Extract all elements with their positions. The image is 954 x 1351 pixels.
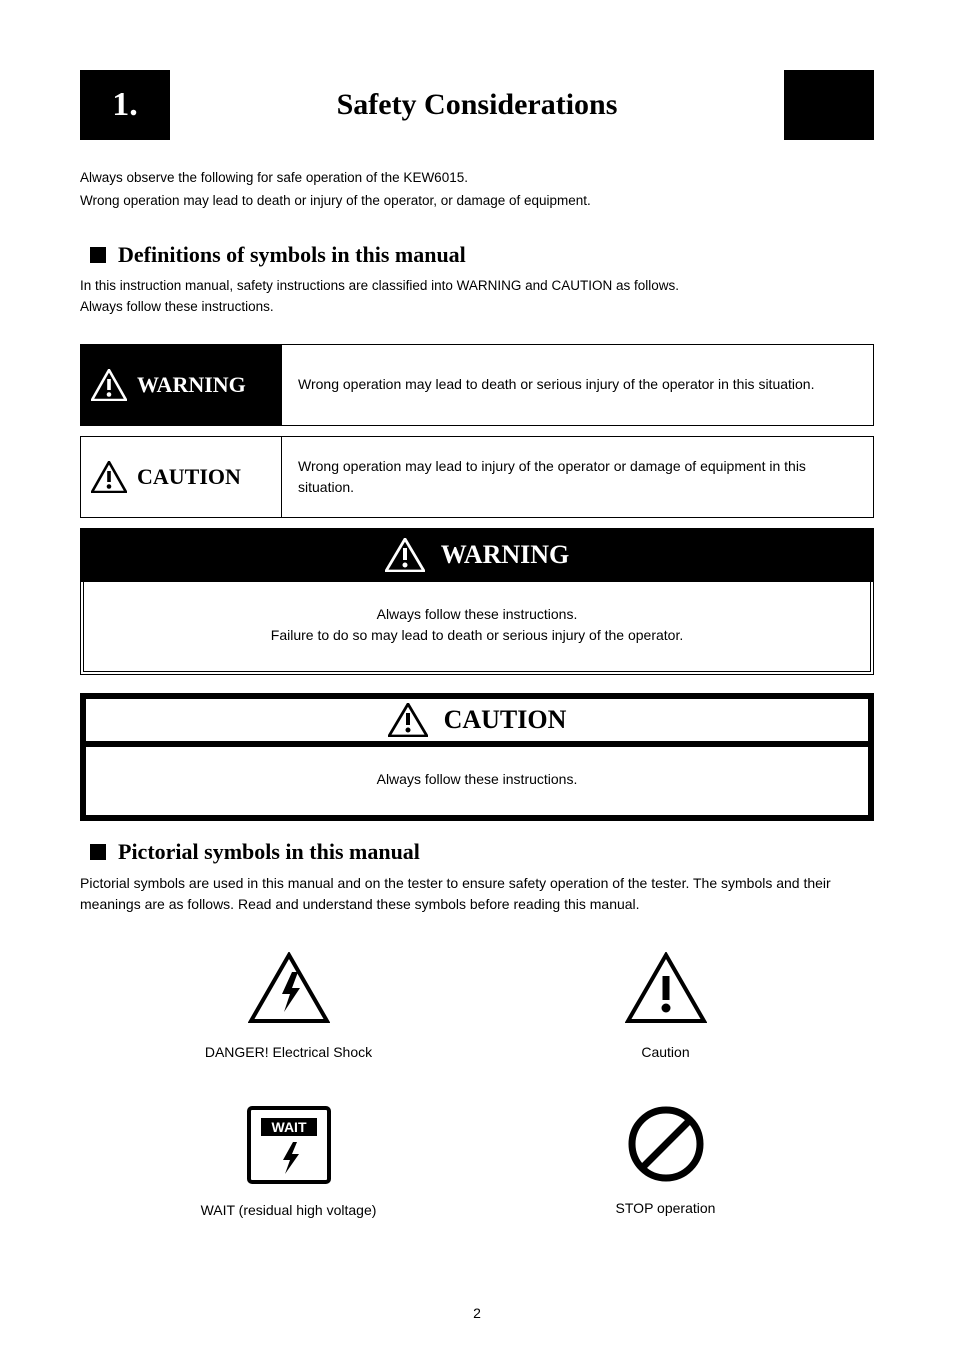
subhead-definitions: Definitions of symbols in this manual	[90, 242, 874, 268]
pictorial-shock-label: DANGER! Electrical Shock	[120, 1044, 457, 1060]
definition-left-caution: CAUTION	[81, 437, 281, 517]
definitions-desc-line2: Always follow these instructions.	[80, 299, 274, 314]
definition-row-warning: WARNING Wrong operation may lead to deat…	[80, 344, 874, 426]
subhead-pictorials: Pictorial symbols in this manual	[90, 839, 874, 865]
definition-row-caution: CAUTION Wrong operation may lead to inju…	[80, 436, 874, 518]
subhead-definitions-text: Definitions of symbols in this manual	[118, 242, 466, 268]
pictorial-wait-label: WAIT (residual high voltage)	[120, 1202, 457, 1218]
intro-text: Always observe the following for safe op…	[80, 168, 874, 212]
pictorial-wait: WAIT WAIT (residual high voltage)	[120, 1102, 457, 1218]
callout-warning-head: WARNING	[80, 528, 874, 582]
pictorial-caution-label: Caution	[497, 1044, 834, 1060]
stop-icon	[497, 1102, 834, 1186]
pictorial-stop-label: STOP operation	[497, 1200, 834, 1216]
pictorial-shock: DANGER! Electrical Shock	[120, 946, 457, 1060]
definition-text-warning: Wrong operation may lead to death or ser…	[281, 345, 873, 425]
definition-label-warning: WARNING	[137, 372, 246, 398]
callout-warning-body-l2: Failure to do so may lead to death or se…	[104, 625, 850, 647]
pictorial-caution: Caution	[497, 946, 834, 1060]
definition-left-warning: WARNING	[81, 345, 281, 425]
section-title-bar: 1. Safety Considerations	[80, 70, 874, 140]
page-number: 2	[473, 1305, 481, 1321]
page-root: 1. Safety Considerations Always observe …	[0, 0, 954, 1351]
callout-warning: WARNING Always follow these instructions…	[80, 528, 874, 675]
warning-triangle-icon	[91, 369, 127, 401]
square-bullet-icon	[90, 247, 106, 263]
callout-caution-body: Always follow these instructions.	[80, 747, 874, 821]
shock-icon	[120, 946, 457, 1030]
pictorial-grid: DANGER! Electrical Shock Caution WAIT	[80, 946, 874, 1218]
wait-icon: WAIT	[120, 1102, 457, 1188]
definitions-description: In this instruction manual, safety instr…	[80, 276, 874, 318]
callout-caution: CAUTION Always follow these instructions…	[80, 693, 874, 821]
pictorials-description: Pictorial symbols are used in this manua…	[80, 873, 874, 916]
subhead-pictorials-text: Pictorial symbols in this manual	[118, 839, 420, 865]
warning-triangle-icon	[388, 703, 428, 737]
square-bullet-icon	[90, 844, 106, 860]
definition-label-caution: CAUTION	[137, 464, 241, 490]
title-right-block	[784, 70, 874, 140]
warning-icon	[497, 946, 834, 1030]
callout-warning-body-l1: Always follow these instructions.	[104, 604, 850, 626]
intro-line-1: Always observe the following for safe op…	[80, 168, 874, 189]
callout-warning-label: WARNING	[441, 540, 570, 570]
pictorial-stop: STOP operation	[497, 1102, 834, 1218]
svg-text:WAIT: WAIT	[271, 1119, 306, 1135]
callout-warning-body: Always follow these instructions. Failur…	[80, 582, 874, 675]
callout-caution-label: CAUTION	[444, 705, 567, 735]
section-number: 1.	[80, 70, 170, 140]
definition-text-caution: Wrong operation may lead to injury of th…	[281, 437, 873, 517]
section-title: Safety Considerations	[170, 70, 784, 140]
definitions-desc-line1: In this instruction manual, safety instr…	[80, 278, 679, 293]
callout-caution-body-l1: Always follow these instructions.	[106, 769, 848, 791]
callout-caution-head: CAUTION	[80, 693, 874, 747]
warning-triangle-icon	[385, 538, 425, 572]
warning-triangle-icon	[91, 461, 127, 493]
intro-line-2: Wrong operation may lead to death or inj…	[80, 191, 874, 212]
